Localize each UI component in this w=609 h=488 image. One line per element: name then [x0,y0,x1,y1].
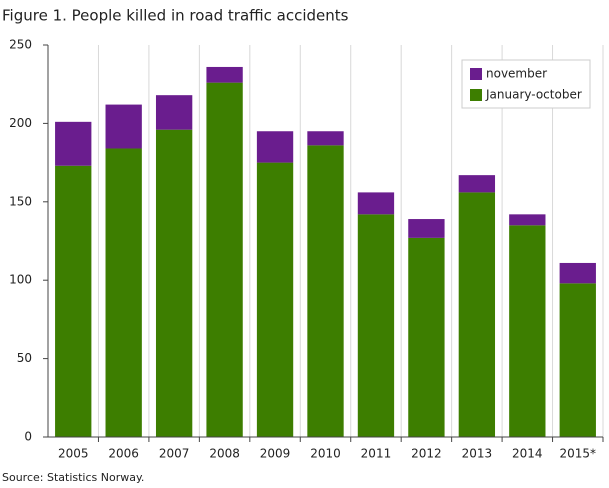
bar-segment [357,214,395,437]
x-tick-label: 2005 [58,447,89,461]
bar-segment [55,121,92,166]
source: Source: Statistics Norway. [2,471,144,484]
legend-swatch [470,89,482,101]
chart-title: Figure 1. People killed in road traffic … [2,7,349,25]
x-tick-label: 2011 [361,447,392,461]
legend-box [461,59,591,109]
x-tick-label: 2015* [559,447,596,461]
y-tick-label: 0 [24,430,32,444]
bar-segment [458,175,496,193]
bar-segment [408,219,445,238]
bar-segment [55,165,92,437]
bar-segment [559,262,596,284]
x-tick-label: 2009 [260,447,291,461]
x-tick-label: 2006 [108,447,139,461]
y-tick-label: 150 [9,194,32,208]
y-tick-label: 100 [9,273,32,287]
legend-label: november [486,67,547,81]
x-tick-label: 2010 [310,447,341,461]
bar-segment [307,131,344,146]
bar-segment [256,162,294,437]
bar-segment [256,131,294,163]
bar-segment [307,145,344,438]
bar-segment [206,66,243,83]
bar-segment [155,129,193,437]
bar-segment [509,214,546,226]
bar-segment [458,192,496,437]
bar-segment [105,104,142,149]
legend-label: January-october [485,88,582,102]
x-tick-label: 2008 [209,447,240,461]
bar-segment [357,192,395,215]
bar-segment [509,225,546,437]
legend-swatch [470,68,482,80]
bar-segment [105,148,142,437]
bar-segment [559,283,596,437]
y-tick-label: 200 [9,116,32,130]
x-tick-label: 2007 [159,447,190,461]
y-tick-label: 50 [17,351,32,365]
x-tick-label: 2013 [462,447,493,461]
bar-segment [206,82,243,437]
bar-segment [155,95,193,130]
x-tick-label: 2014 [512,447,543,461]
y-tick-label: 250 [9,38,32,52]
x-tick-label: 2012 [411,447,442,461]
bar-segment [408,237,445,437]
